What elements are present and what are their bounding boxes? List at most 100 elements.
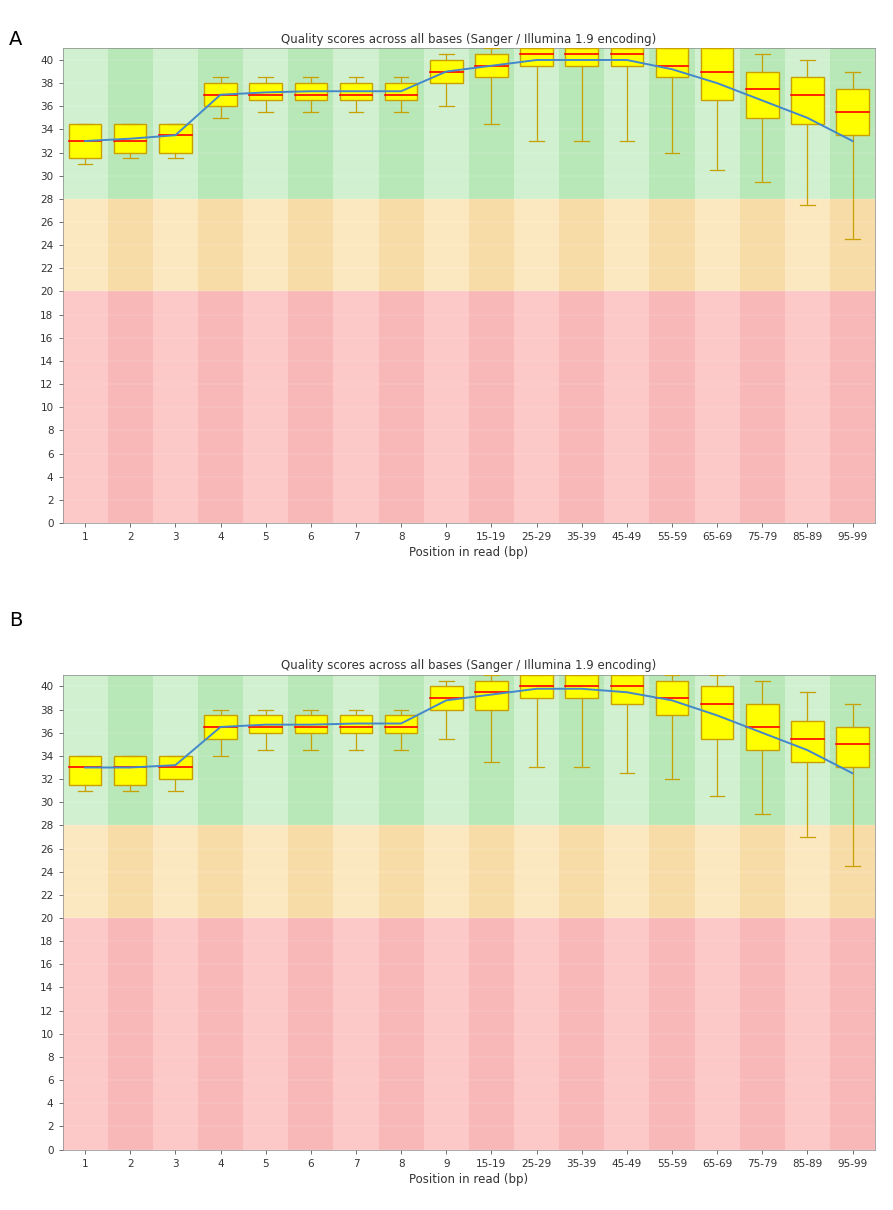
Bar <box>108 675 153 825</box>
Bar <box>423 825 469 918</box>
Bar <box>423 675 469 825</box>
Bar <box>611 675 643 704</box>
Title: Quality scores across all bases (Sanger / Illumina 1.9 encoding): Quality scores across all bases (Sanger … <box>281 33 656 46</box>
Bar <box>830 918 875 1150</box>
Bar <box>153 825 198 918</box>
Bar <box>785 48 830 198</box>
Bar <box>333 292 379 523</box>
Bar <box>514 292 559 523</box>
Bar <box>385 83 417 100</box>
Bar <box>243 48 288 198</box>
Bar <box>339 715 372 733</box>
Bar <box>565 675 598 698</box>
Bar <box>701 48 733 100</box>
Bar <box>333 675 379 825</box>
Bar <box>243 675 288 825</box>
Bar <box>605 48 649 198</box>
Bar <box>739 292 785 523</box>
Bar <box>63 48 108 198</box>
Bar <box>695 825 739 918</box>
Bar <box>423 198 469 292</box>
Bar <box>153 918 198 1150</box>
Bar <box>204 83 237 106</box>
Bar <box>649 292 695 523</box>
Bar <box>198 825 243 918</box>
X-axis label: Position in read (bp): Position in read (bp) <box>409 1172 529 1186</box>
Bar <box>746 704 779 750</box>
Bar <box>655 681 689 715</box>
Bar <box>63 825 108 918</box>
Bar <box>469 292 514 523</box>
Bar <box>108 918 153 1150</box>
Bar <box>339 83 372 100</box>
Bar <box>649 48 695 198</box>
Bar <box>69 123 101 159</box>
Bar <box>198 198 243 292</box>
Bar <box>605 292 649 523</box>
Bar <box>514 675 559 825</box>
Bar <box>830 198 875 292</box>
Title: Quality scores across all bases (Sanger / Illumina 1.9 encoding): Quality scores across all bases (Sanger … <box>281 659 656 673</box>
Bar <box>108 292 153 523</box>
Bar <box>695 198 739 292</box>
Bar <box>514 825 559 918</box>
Bar <box>63 675 108 825</box>
Bar <box>514 918 559 1150</box>
Bar <box>655 48 689 77</box>
Bar <box>379 198 423 292</box>
Bar <box>837 727 869 767</box>
Bar <box>469 48 514 198</box>
Bar <box>379 918 423 1150</box>
Bar <box>423 918 469 1150</box>
Bar <box>198 48 243 198</box>
Bar <box>288 918 333 1150</box>
Bar <box>521 675 553 698</box>
Bar <box>288 48 333 198</box>
Bar <box>114 123 146 152</box>
Bar <box>514 198 559 292</box>
Bar <box>153 675 198 825</box>
Text: B: B <box>9 611 22 630</box>
Bar <box>605 675 649 825</box>
Bar <box>649 825 695 918</box>
Bar <box>469 825 514 918</box>
Bar <box>559 48 605 198</box>
Bar <box>791 721 823 762</box>
Bar <box>243 825 288 918</box>
Bar <box>379 675 423 825</box>
Bar <box>605 918 649 1150</box>
Bar <box>288 292 333 523</box>
Bar <box>288 198 333 292</box>
Bar <box>739 918 785 1150</box>
Bar <box>785 918 830 1150</box>
Bar <box>830 675 875 825</box>
Bar <box>475 54 507 77</box>
Bar <box>514 48 559 198</box>
Bar <box>785 198 830 292</box>
X-axis label: Position in read (bp): Position in read (bp) <box>409 546 529 559</box>
Bar <box>204 715 237 738</box>
Bar <box>159 756 192 779</box>
Bar <box>333 825 379 918</box>
Bar <box>559 675 605 825</box>
Bar <box>469 198 514 292</box>
Bar <box>739 675 785 825</box>
Bar <box>243 918 288 1150</box>
Bar <box>785 292 830 523</box>
Bar <box>153 292 198 523</box>
Bar <box>565 48 598 65</box>
Bar <box>611 48 643 65</box>
Bar <box>159 123 192 152</box>
Bar <box>198 292 243 523</box>
Bar <box>746 71 779 117</box>
Bar <box>63 918 108 1150</box>
Bar <box>333 918 379 1150</box>
Bar <box>695 918 739 1150</box>
Bar <box>605 198 649 292</box>
Bar <box>108 198 153 292</box>
Bar <box>739 48 785 198</box>
Bar <box>288 825 333 918</box>
Bar <box>785 675 830 825</box>
Bar <box>63 292 108 523</box>
Bar <box>830 292 875 523</box>
